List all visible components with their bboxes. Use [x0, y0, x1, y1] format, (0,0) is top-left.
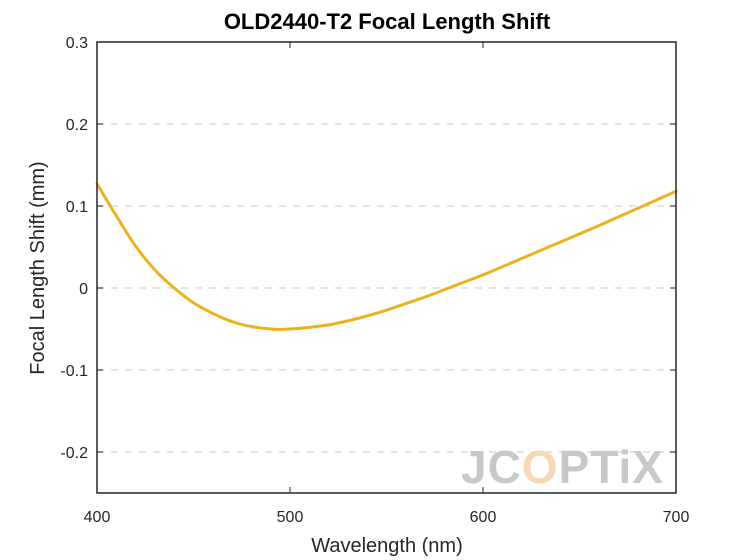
y-tick-label-5: 0.3 [66, 35, 88, 52]
y-tick-label-4: 0.2 [66, 117, 88, 134]
watermark-part-3: PTiX [559, 441, 664, 493]
series-line-0 [95, 182, 678, 331]
x-tick-label-0: 400 [84, 509, 111, 526]
y-tick-label-3: 0.1 [66, 199, 88, 216]
chart-title: OLD2440-T2 Focal Length Shift [224, 9, 551, 34]
y-tick-label-2: 0 [79, 281, 88, 298]
x-tick-label-3: 700 [663, 509, 690, 526]
x-tick-label-2: 600 [470, 509, 497, 526]
y-axis-label: Focal Length Shift (mm) [27, 161, 49, 374]
y-tick-labels: -0.2 -0.1 0 0.1 0.2 0.3 [60, 35, 88, 462]
watermark-part-2: O [522, 441, 559, 493]
y-tick-label-1: -0.1 [60, 363, 88, 380]
x-axis-label: Wavelength (nm) [311, 535, 463, 557]
x-tick-labels: 400 500 600 700 [84, 509, 690, 526]
watermark-part-1: JC [461, 441, 522, 493]
series-group [95, 182, 678, 331]
x-tick-label-1: 500 [277, 509, 304, 526]
grid-lines [97, 123, 676, 453]
plot-area [97, 42, 676, 493]
watermark-logo: JCOPTiX [461, 441, 664, 493]
y-tick-label-0: -0.2 [60, 445, 88, 462]
plot-frame [96, 41, 677, 494]
tick-marks [96, 41, 677, 493]
